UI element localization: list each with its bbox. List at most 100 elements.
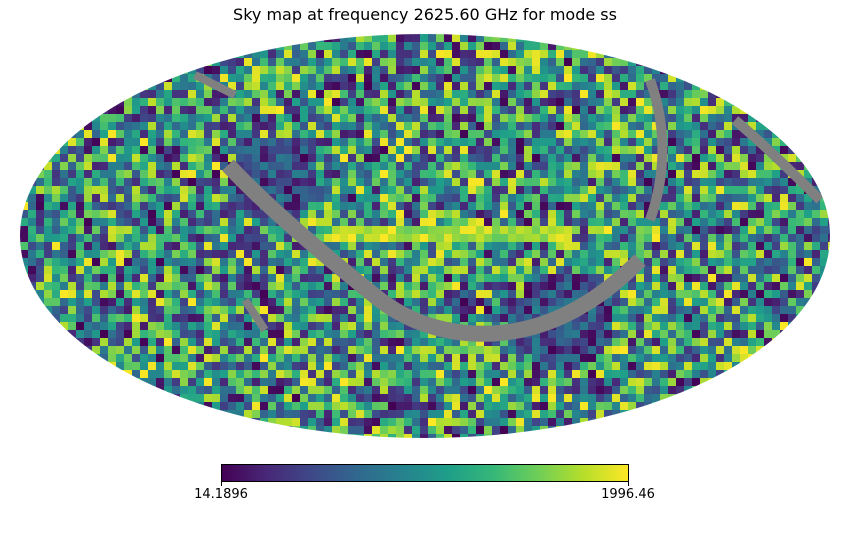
map-pixel	[724, 362, 732, 370]
map-pixel	[644, 266, 652, 274]
map-pixel	[692, 178, 700, 186]
map-pixel	[140, 338, 148, 346]
map-pixel	[348, 370, 356, 378]
map-pixel	[500, 42, 508, 50]
map-pixel	[700, 194, 708, 202]
map-pixel	[556, 82, 564, 90]
map-pixel	[404, 338, 412, 346]
map-pixel	[444, 378, 452, 386]
map-pixel	[516, 306, 524, 314]
map-pixel	[396, 250, 404, 258]
map-pixel	[212, 178, 220, 186]
map-pixel	[684, 322, 692, 330]
map-pixel	[660, 290, 668, 298]
map-pixel	[668, 282, 676, 290]
map-pixel	[300, 202, 308, 210]
map-pixel	[212, 330, 220, 338]
map-pixel	[260, 274, 268, 282]
map-pixel	[804, 234, 812, 242]
map-pixel	[140, 306, 148, 314]
map-pixel	[36, 282, 44, 290]
map-pixel	[164, 306, 172, 314]
map-pixel	[324, 42, 332, 50]
map-pixel	[484, 210, 492, 218]
map-pixel	[20, 210, 28, 218]
map-pixel	[580, 234, 588, 242]
map-pixel	[420, 290, 428, 298]
map-pixel	[628, 50, 636, 58]
map-pixel	[188, 250, 196, 258]
map-pixel	[548, 202, 556, 210]
map-pixel	[196, 98, 204, 106]
map-pixel	[284, 242, 292, 250]
map-pixel	[396, 290, 404, 298]
map-pixel	[468, 426, 476, 434]
map-pixel	[796, 242, 804, 250]
map-pixel	[620, 58, 628, 66]
map-pixel	[532, 386, 540, 394]
map-pixel	[428, 402, 436, 410]
map-pixel	[380, 402, 388, 410]
map-pixel	[700, 306, 708, 314]
map-pixel	[580, 410, 588, 418]
map-pixel	[780, 314, 788, 322]
map-pixel	[644, 250, 652, 258]
map-pixel	[172, 394, 180, 402]
map-pixel	[180, 322, 188, 330]
map-pixel	[412, 210, 420, 218]
map-pixel	[60, 258, 68, 266]
map-pixel	[220, 50, 228, 58]
map-pixel	[556, 114, 564, 122]
map-pixel	[716, 218, 724, 226]
map-pixel	[188, 330, 196, 338]
map-pixel	[324, 170, 332, 178]
map-pixel	[604, 266, 612, 274]
map-pixel	[516, 66, 524, 74]
map-pixel	[308, 170, 316, 178]
map-pixel	[508, 426, 516, 434]
map-pixel	[716, 170, 724, 178]
map-pixel	[244, 418, 252, 426]
map-pixel	[764, 274, 772, 282]
map-pixel	[452, 98, 460, 106]
map-pixel	[740, 290, 748, 298]
map-pixel	[28, 282, 36, 290]
map-pixel	[148, 210, 156, 218]
map-pixel	[404, 66, 412, 74]
map-pixel	[140, 290, 148, 298]
map-pixel	[492, 314, 500, 322]
map-pixel	[532, 418, 540, 426]
map-pixel	[188, 194, 196, 202]
map-pixel	[484, 290, 492, 298]
map-pixel	[484, 122, 492, 130]
map-pixel	[492, 130, 500, 138]
map-pixel	[668, 218, 676, 226]
map-pixel	[476, 418, 484, 426]
map-pixel	[356, 234, 364, 242]
map-pixel	[44, 242, 52, 250]
map-pixel	[732, 178, 740, 186]
map-pixel	[732, 226, 740, 234]
map-pixel	[44, 314, 52, 322]
map-pixel	[620, 66, 628, 74]
map-pixel	[196, 274, 204, 282]
map-pixel	[252, 218, 260, 226]
map-pixel	[28, 306, 36, 314]
map-pixel	[724, 178, 732, 186]
map-pixel	[380, 114, 388, 122]
map-pixel	[220, 98, 228, 106]
map-pixel	[628, 290, 636, 298]
map-pixel	[68, 338, 76, 346]
map-pixel	[412, 66, 420, 74]
map-pixel	[244, 202, 252, 210]
map-pixel	[532, 274, 540, 282]
map-pixel	[548, 282, 556, 290]
map-pixel	[396, 114, 404, 122]
map-pixel	[588, 90, 596, 98]
map-pixel	[492, 410, 500, 418]
map-pixel	[148, 186, 156, 194]
map-pixel	[236, 98, 244, 106]
map-pixel	[212, 274, 220, 282]
map-pixel	[612, 218, 620, 226]
map-pixel	[548, 234, 556, 242]
